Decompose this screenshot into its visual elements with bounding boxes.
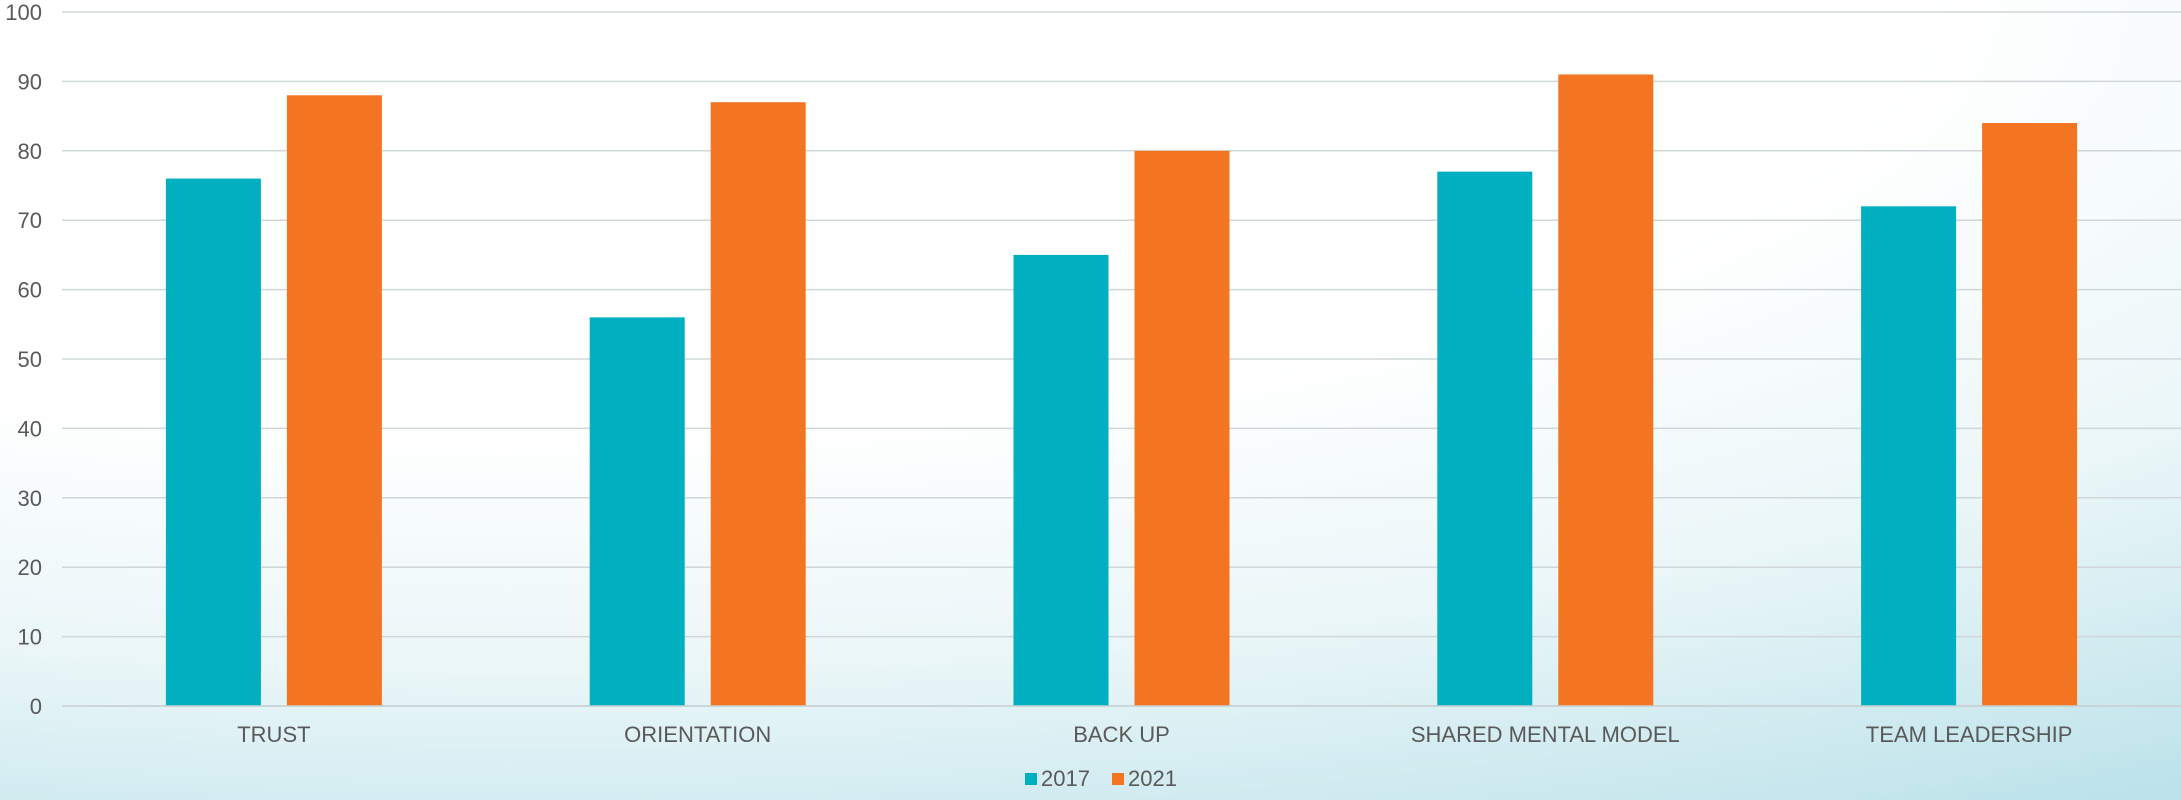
x-tick-label: TEAM LEADERSHIP: [1866, 722, 2073, 747]
y-tick-label: 0: [30, 694, 42, 719]
bars: [165, 74, 2078, 707]
y-tick-label: 100: [5, 0, 42, 25]
x-tick-label: TRUST: [237, 722, 310, 747]
y-tick-label: 30: [18, 486, 42, 511]
y-axis: 0 10 20 30 40 50 60 70 80 90 100: [5, 0, 42, 719]
bar-2017-team-leadership[interactable]: [1861, 206, 1957, 706]
gridlines: [62, 11, 2181, 707]
x-tick-label: BACK UP: [1073, 722, 1170, 747]
bar-2021-back-up[interactable]: [1134, 150, 1230, 707]
y-tick-label: 60: [18, 278, 42, 303]
legend-label-2017[interactable]: 2017: [1041, 766, 1090, 791]
bar-2021-orientation[interactable]: [710, 102, 806, 707]
y-tick-label: 50: [18, 347, 42, 372]
y-tick-label: 80: [18, 139, 42, 164]
bar-2017-shared-mental-model[interactable]: [1437, 171, 1533, 706]
bar-2017-orientation[interactable]: [589, 317, 685, 706]
bar-2021-shared-mental-model[interactable]: [1558, 74, 1654, 706]
x-tick-label: ORIENTATION: [624, 722, 771, 747]
bar-2017-trust[interactable]: [165, 178, 261, 706]
legend-swatch-2021[interactable]: [1112, 773, 1124, 785]
x-tick-label: SHARED MENTAL MODEL: [1411, 722, 1680, 747]
y-tick-label: 70: [18, 208, 42, 233]
legend-swatch-2017[interactable]: [1025, 773, 1037, 785]
y-tick-label: 10: [18, 625, 42, 650]
x-axis: TRUST ORIENTATION BACK UP SHARED MENTAL MOD…: [62, 705, 2181, 747]
bar-2021-trust[interactable]: [286, 95, 382, 706]
legend[interactable]: 2017 2021: [1025, 766, 1177, 791]
y-tick-label: 90: [18, 69, 42, 94]
legend-label-2021[interactable]: 2021: [1128, 766, 1177, 791]
bar-2021-team-leadership[interactable]: [1982, 123, 2078, 707]
bar-2017-back-up[interactable]: [1013, 254, 1109, 706]
y-tick-label: 20: [18, 555, 42, 580]
y-tick-label: 40: [18, 416, 42, 441]
